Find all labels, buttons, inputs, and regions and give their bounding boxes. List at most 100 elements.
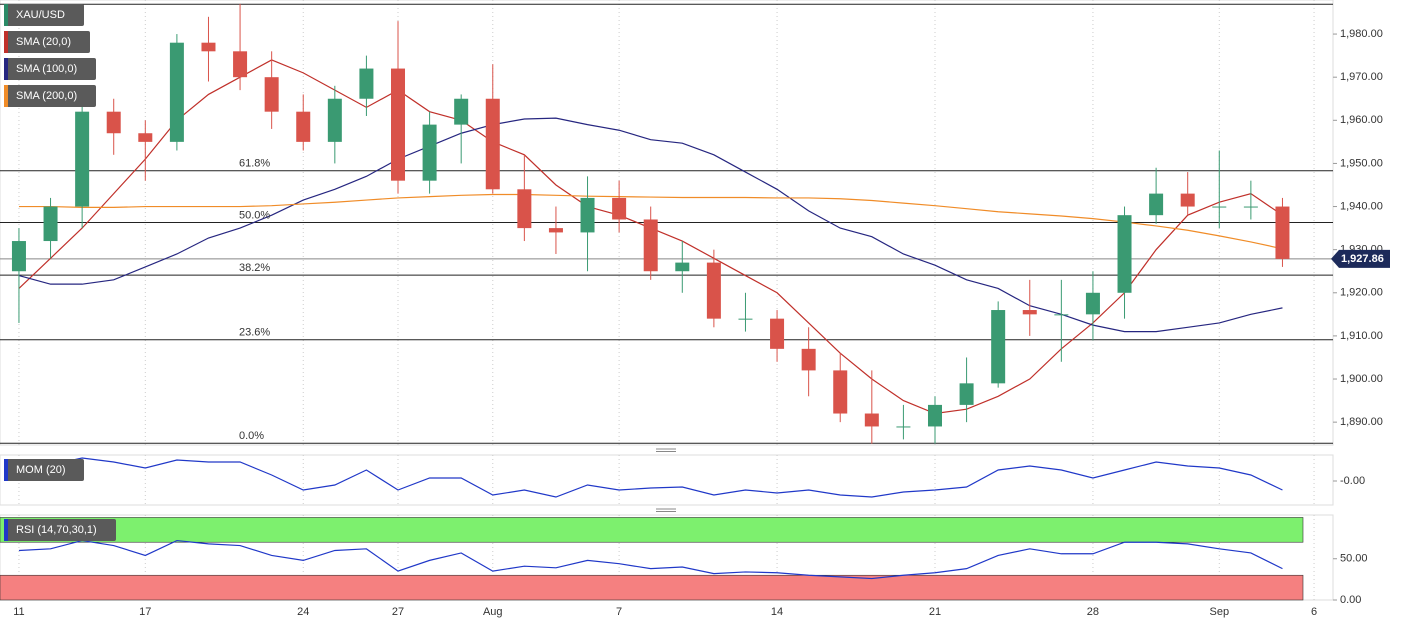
candle-body bbox=[580, 197, 595, 233]
candle-body bbox=[864, 413, 879, 427]
y-tick-label: -0.00 bbox=[1340, 475, 1365, 487]
candle-body bbox=[770, 318, 785, 349]
legend-label: SMA (200,0) bbox=[16, 90, 77, 102]
legend-label: SMA (100,0) bbox=[16, 63, 77, 75]
candle-body bbox=[11, 241, 26, 272]
candle-body bbox=[801, 348, 816, 371]
candle-body bbox=[169, 42, 184, 142]
candle-body bbox=[138, 133, 153, 142]
fib-label: 50.0% bbox=[239, 209, 270, 221]
y-tick-label: 1,900.00 bbox=[1340, 373, 1383, 385]
legend-label: MOM (20) bbox=[16, 464, 66, 476]
y-tick-label: 50.00 bbox=[1340, 553, 1368, 565]
candle-body bbox=[738, 318, 753, 320]
y-tick-label: 1,950.00 bbox=[1340, 157, 1383, 169]
x-tick-label: 27 bbox=[392, 606, 404, 618]
fib-label: 61.8% bbox=[239, 158, 270, 170]
y-tick-label: 1,890.00 bbox=[1340, 416, 1383, 428]
y-tick-label: 1,960.00 bbox=[1340, 114, 1383, 126]
legend-box bbox=[4, 459, 84, 481]
candle-body bbox=[327, 98, 342, 142]
legend-box bbox=[4, 58, 96, 80]
legend-swatch bbox=[4, 31, 8, 53]
candle-body bbox=[1117, 215, 1132, 293]
candle-body bbox=[43, 206, 58, 242]
last-price-badge bbox=[1331, 249, 1390, 268]
x-tick-label: 7 bbox=[616, 606, 622, 618]
background-layer bbox=[0, 0, 1337, 601]
candle-body bbox=[106, 111, 121, 134]
fib-label: 0.0% bbox=[239, 430, 264, 442]
candle-body bbox=[1180, 193, 1195, 207]
y-tick-label: 1,910.00 bbox=[1340, 330, 1383, 342]
x-tick-label: Sep bbox=[1209, 606, 1229, 618]
legend-label: SMA (20,0) bbox=[16, 36, 71, 48]
candle-body bbox=[1149, 193, 1164, 216]
candle-body bbox=[959, 383, 974, 405]
candle-body bbox=[517, 189, 532, 229]
candle-body bbox=[201, 42, 216, 52]
plot-layer bbox=[11, 3, 1290, 580]
band bbox=[0, 517, 1304, 543]
legend-swatch bbox=[4, 58, 8, 80]
x-tick-label: Aug bbox=[483, 606, 503, 618]
overlay-layer: 11 17 24 27 Aug 7 14 21 28 Sep 6 1,890.00 1,900.00 1,… bbox=[4, 0, 1390, 618]
candle-body bbox=[1085, 292, 1100, 315]
series-line bbox=[18, 193, 1283, 250]
x-tick-label: 21 bbox=[929, 606, 941, 618]
legend-swatch bbox=[4, 459, 8, 481]
last-price-label: 1,927.86 bbox=[1341, 253, 1384, 265]
panel-divider bbox=[656, 448, 676, 512]
candle-body bbox=[233, 51, 248, 78]
y-tick-label: 1,940.00 bbox=[1340, 200, 1383, 212]
candle-body bbox=[927, 404, 942, 427]
legend-box bbox=[4, 519, 116, 541]
mom-panel bbox=[0, 454, 1334, 506]
legend-swatch bbox=[4, 519, 8, 541]
candle-body bbox=[612, 197, 627, 220]
fib-label: 23.6% bbox=[239, 327, 270, 339]
x-tick-label: 11 bbox=[13, 606, 24, 618]
fib-label: 100.0% bbox=[239, 0, 277, 3]
y-tick-label: 1,920.00 bbox=[1340, 287, 1383, 299]
x-tick-label: 14 bbox=[771, 606, 783, 618]
series-line bbox=[18, 457, 1283, 498]
candle-body bbox=[1212, 206, 1227, 208]
legend-label: RSI (14,70,30,1) bbox=[16, 524, 97, 536]
candle-body bbox=[391, 68, 406, 181]
candle-body bbox=[706, 262, 721, 319]
series-line bbox=[18, 539, 1283, 580]
candle-body bbox=[833, 370, 848, 414]
candle-body bbox=[422, 124, 437, 181]
candle-body bbox=[296, 111, 311, 142]
candle-body bbox=[675, 262, 690, 272]
fib-label: 38.2% bbox=[239, 262, 270, 274]
y-tick-label: 1,970.00 bbox=[1340, 71, 1383, 83]
legend-swatch bbox=[4, 85, 8, 107]
legend-box bbox=[4, 85, 96, 107]
candle-body bbox=[643, 219, 658, 272]
y-tick-label: 1,980.00 bbox=[1340, 28, 1383, 40]
candle-body bbox=[548, 228, 563, 233]
x-tick-label: 17 bbox=[139, 606, 151, 618]
candle-body bbox=[1275, 206, 1290, 259]
candle-body bbox=[991, 310, 1006, 384]
series-line bbox=[18, 117, 1283, 333]
candle-body bbox=[485, 98, 500, 190]
candle-body bbox=[1054, 314, 1069, 316]
candle-body bbox=[264, 77, 279, 112]
candle-body bbox=[896, 426, 911, 428]
x-tick-label: 24 bbox=[297, 606, 309, 618]
candle-body bbox=[359, 68, 374, 99]
candle-body bbox=[1243, 206, 1258, 208]
legend-swatch bbox=[4, 4, 8, 26]
legend-box bbox=[4, 31, 90, 53]
legend-label: XAU/USD bbox=[16, 9, 65, 21]
legend-box bbox=[4, 4, 84, 26]
x-tick-label: 6 bbox=[1311, 606, 1317, 618]
candle-body bbox=[75, 111, 90, 207]
candle-body bbox=[1022, 310, 1037, 315]
candle-body bbox=[454, 98, 469, 125]
band bbox=[0, 574, 1304, 601]
